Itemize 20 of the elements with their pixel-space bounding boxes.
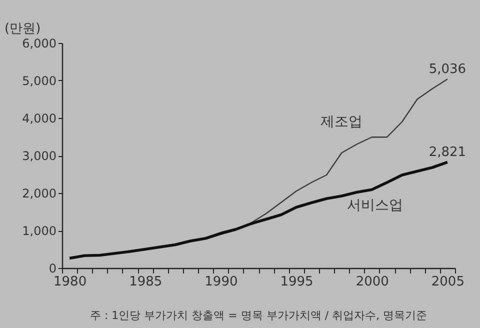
y-tick-label: 6,000 xyxy=(22,36,56,50)
series-label: 제조업 xyxy=(320,114,363,130)
line-series xyxy=(68,160,449,260)
data-label: 2,821 xyxy=(428,145,466,160)
text: 주 : 1인당 부가가치 창출액 = 명목 부가가치액 / 취업자수, 명목기준 xyxy=(90,309,428,322)
y-axis-title: (만원) xyxy=(4,22,41,36)
x-tick-label: 2005 xyxy=(431,274,464,290)
y-tick-label: 3,000 xyxy=(22,149,56,163)
x-tick-label: 1995 xyxy=(280,274,314,290)
series-label: 서비스업 xyxy=(346,198,403,214)
x-tick-label: 1990 xyxy=(204,274,238,290)
x-tick-label: 2000 xyxy=(356,274,389,290)
y-tick-label: 5,000 xyxy=(22,74,56,88)
x-tick-label: 1985 xyxy=(129,274,162,290)
y-tick-label: 4,000 xyxy=(22,112,56,126)
y-tick-label: 0 xyxy=(48,262,56,276)
y-tick-label: 2,000 xyxy=(22,186,56,200)
x-tick-label: 1980 xyxy=(54,274,87,290)
data-label: 5,036 xyxy=(428,62,466,78)
y-tick-label: 1,000 xyxy=(22,224,56,238)
